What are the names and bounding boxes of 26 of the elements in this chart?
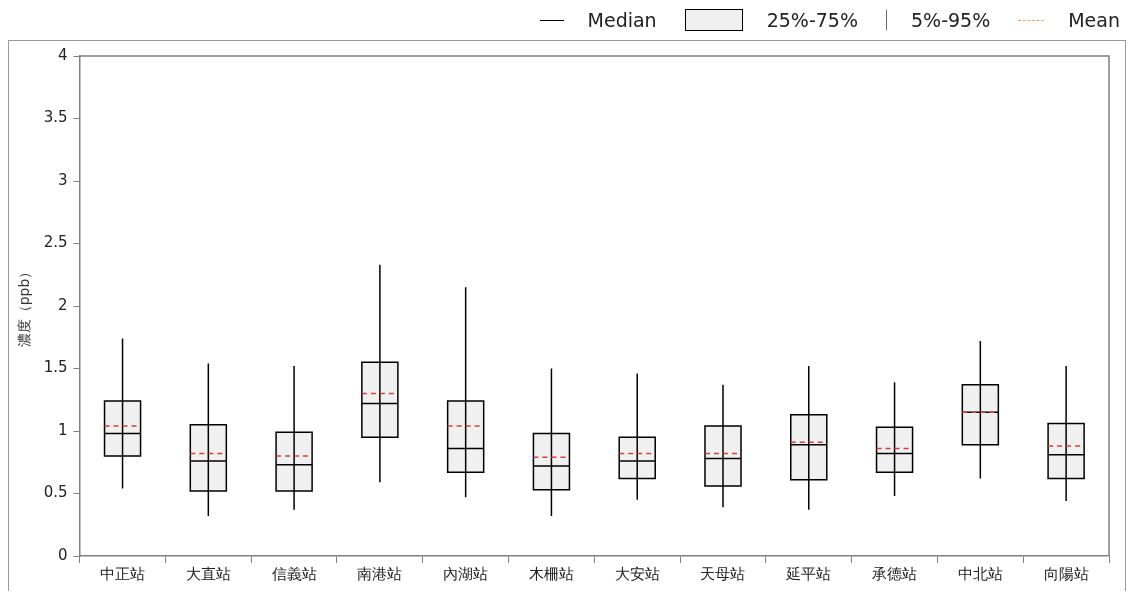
x-tick-label: 中北站 [957,564,1003,583]
y-axis-title: 濃度（ppb） [16,264,33,348]
x-tick-label: 大安站 [614,564,660,583]
x-tick-label: 承德站 [872,564,918,583]
y-tick-label: 3 [58,170,68,189]
text: 25%-75% [766,9,858,31]
y-tick-label: 2.5 [43,233,68,252]
x-tick-label: 大直站 [185,564,231,583]
y-tick-label: 0.5 [43,483,68,502]
x-tick-label: 信義站 [271,564,317,583]
x-tick-label: 木柵站 [528,564,574,583]
x-tick-label: 向陽站 [1043,564,1089,583]
y-tick-label: 4 [58,45,68,64]
text: 5%-95% [910,9,991,31]
y-tick-label: 2 [58,295,68,314]
x-tick-label: 天母站 [700,564,746,583]
x-tick-label: 中正站 [100,564,146,583]
x-tick-label: 內湖站 [443,564,489,583]
y-tick-label: 3.5 [43,108,68,127]
x-tick-label: 延平站 [785,564,832,583]
x-tick-label: 南港站 [357,564,403,583]
y-tick-label: 1 [58,420,68,439]
y-tick-label: 1.5 [43,358,68,377]
text: Mean [1068,9,1120,31]
y-tick-label: 0 [58,545,68,564]
text: Median [587,9,657,31]
